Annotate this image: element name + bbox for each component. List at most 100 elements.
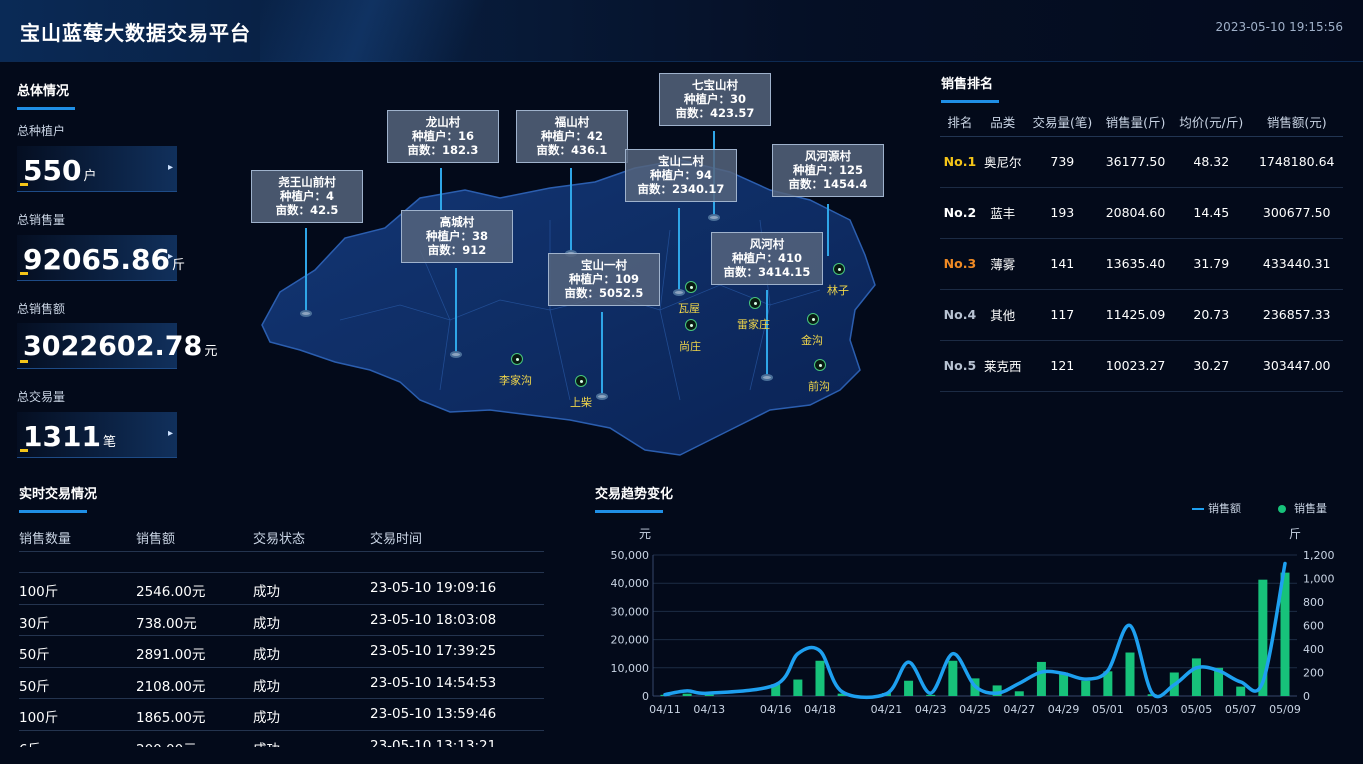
village-marker-icon[interactable] xyxy=(749,297,761,309)
stat-box-transactions: 1311 笔 ▸ xyxy=(17,412,177,458)
bar-volume xyxy=(1236,686,1246,696)
village-marker-icon[interactable] xyxy=(814,359,826,371)
map-callout-village[interactable]: 尧王山前村 种植户：4 亩数：42.5 xyxy=(251,170,363,223)
village-marker-icon[interactable] xyxy=(807,313,819,325)
map-callout-village[interactable]: 宝山二村 种植户：94 亩数：2340.17 xyxy=(625,149,737,202)
table-row: No.2 蓝丰 193 20804.60 14.45 300677.50 xyxy=(940,187,1343,239)
realtime-list[interactable]: 100斤 2546.00元 成功 23-05-10 19:09:16 30斤 738.0… xyxy=(19,572,544,747)
legend-line-icon xyxy=(1192,508,1204,510)
legend-item-revenue[interactable]: 销售额 xyxy=(1192,500,1241,516)
y-right-tick-label: 1,200 xyxy=(1303,549,1335,562)
stat-value-growers: 550 xyxy=(23,154,82,187)
village-marker-icon[interactable] xyxy=(575,375,587,387)
stat-label-revenue: 总销售额 xyxy=(17,302,66,316)
stat-value-revenue: 3022602.78 xyxy=(23,331,203,362)
ranking-col-header: 排名 xyxy=(940,108,980,137)
map-callout-village[interactable]: 福山村 种植户：42 亩数：436.1 xyxy=(516,110,628,163)
map-callout-village[interactable]: 七宝山村 种植户：30 亩数：423.57 xyxy=(659,73,771,126)
table-row: 100斤 2546.00元 成功 23-05-10 19:09:16 xyxy=(19,573,544,605)
legend-item-volume[interactable]: 销售量 xyxy=(1278,500,1327,516)
y-right-axis-label: 斤 xyxy=(1289,527,1301,541)
stat-label-growers: 总种植户 xyxy=(17,124,66,138)
table-row: 50斤 2108.00元 成功 23-05-10 14:54:53 xyxy=(19,668,544,699)
village-label: 瓦屋 xyxy=(678,302,700,315)
table-row: 30斤 738.00元 成功 23-05-10 18:03:08 xyxy=(19,605,544,636)
y-left-tick-label: 40,000 xyxy=(611,577,650,590)
realtime-header-row: 销售数量 销售额 交易状态 交易时间 xyxy=(19,528,544,552)
y-right-tick-label: 0 xyxy=(1303,690,1310,703)
y-left-tick-label: 10,000 xyxy=(611,662,650,675)
trend-section-title: 交易趋势变化 xyxy=(595,483,673,513)
map-callout-village[interactable]: 宝山一村 种植户：109 亩数：5052.5 xyxy=(548,253,660,306)
page-title: 宝山蓝莓大数据交易平台 xyxy=(20,21,251,45)
bar-volume xyxy=(704,694,714,696)
overview-section-title: 总体情况 xyxy=(17,80,75,110)
x-tick-label: 05/01 xyxy=(1092,703,1124,716)
village-label: 李家沟 xyxy=(499,374,532,387)
bar-volume xyxy=(1280,572,1290,696)
stat-box-volume: 92065.86 斤 ▸ xyxy=(17,235,185,281)
bar-volume xyxy=(682,693,692,696)
ranking-col-header: 交易量(笔) xyxy=(1025,108,1099,137)
y-right-tick-label: 200 xyxy=(1303,667,1324,680)
x-tick-label: 05/05 xyxy=(1181,703,1213,716)
x-tick-label: 04/18 xyxy=(804,703,836,716)
legend-dot-icon xyxy=(1278,505,1286,513)
datetime-display: 2023-05-10 19:15:56 xyxy=(1215,20,1343,34)
stat-unit-transactions: 笔 xyxy=(102,435,116,450)
table-row: 50斤 2891.00元 成功 23-05-10 17:39:25 xyxy=(19,636,544,668)
table-row: No.4 其他 117 11425.09 20.73 236857.33 xyxy=(940,289,1343,341)
ranking-col-header: 销售量(斤) xyxy=(1098,108,1173,137)
ranking-table: 排名 品类 交易量(笔) 销售量(斤) 均价(元/斤) 销售额(元) No.1 奥… xyxy=(940,108,1343,392)
village-marker-icon[interactable] xyxy=(685,281,697,293)
y-left-tick-label: 20,000 xyxy=(611,634,650,647)
bar-volume xyxy=(904,680,914,696)
village-marker-icon[interactable] xyxy=(833,263,845,275)
map-callout-village[interactable]: 风河村 种植户：410 亩数：3414.15 xyxy=(711,232,823,285)
realtime-col-header: 销售数量 xyxy=(19,532,72,547)
bar-volume xyxy=(1125,652,1135,696)
x-tick-label: 05/09 xyxy=(1269,703,1301,716)
bar-volume xyxy=(1258,579,1268,696)
x-tick-label: 04/27 xyxy=(1003,703,1035,716)
table-row: No.5 莱克西 121 10023.27 30.27 303447.00 xyxy=(940,340,1343,392)
y-right-tick-label: 400 xyxy=(1303,643,1324,656)
stat-value-volume: 92065.86 xyxy=(23,243,171,276)
realtime-col-header: 交易状态 xyxy=(253,532,306,547)
x-tick-label: 04/11 xyxy=(649,703,681,716)
realtime-col-header: 销售额 xyxy=(136,532,176,547)
village-label: 雷家庄 xyxy=(737,318,770,331)
bar-volume xyxy=(793,679,803,696)
ranking-section-title: 销售排名 xyxy=(941,73,999,103)
y-right-tick-label: 1,000 xyxy=(1303,573,1335,586)
ranking-col-header: 均价(元/斤) xyxy=(1172,108,1251,137)
chevron-right-icon: ▸ xyxy=(167,251,173,262)
map-callout-village[interactable]: 龙山村 种植户：16 亩数：182.3 xyxy=(387,110,499,163)
bar-volume xyxy=(771,684,781,696)
bar-volume xyxy=(837,693,847,696)
bar-volume xyxy=(1036,661,1046,696)
village-label: 尚庄 xyxy=(679,340,701,353)
bar-volume xyxy=(926,694,936,696)
ranking-col-header: 销售额(元) xyxy=(1250,108,1343,137)
y-left-tick-label: 0 xyxy=(642,690,649,703)
stat-box-revenue: 3022602.78 元 xyxy=(17,323,217,369)
header-bar: 宝山蓝莓大数据交易平台 2023-05-10 19:15:56 xyxy=(0,0,1363,62)
village-marker-icon[interactable] xyxy=(685,319,697,331)
map-callout-village[interactable]: 风河源村 种植户：125 亩数：1454.4 xyxy=(772,144,884,197)
map-callout-village[interactable]: 高城村 种植户：38 亩数：912 xyxy=(401,210,513,263)
village-marker-icon[interactable] xyxy=(511,353,523,365)
x-tick-label: 04/16 xyxy=(760,703,792,716)
bar-volume xyxy=(1214,667,1224,696)
y-left-tick-label: 50,000 xyxy=(611,549,650,562)
x-tick-label: 04/29 xyxy=(1048,703,1080,716)
village-label: 前沟 xyxy=(808,380,830,393)
village-label: 林子 xyxy=(827,284,849,297)
stat-label-volume: 总销售量 xyxy=(17,213,66,227)
realtime-section-title: 实时交易情况 xyxy=(19,483,97,513)
realtime-col-header: 交易时间 xyxy=(370,532,423,547)
stat-value-transactions: 1311 xyxy=(23,420,101,453)
x-tick-label: 04/25 xyxy=(959,703,991,716)
ranking-header-row: 排名 品类 交易量(笔) 销售量(斤) 均价(元/斤) 销售额(元) xyxy=(940,108,1343,137)
